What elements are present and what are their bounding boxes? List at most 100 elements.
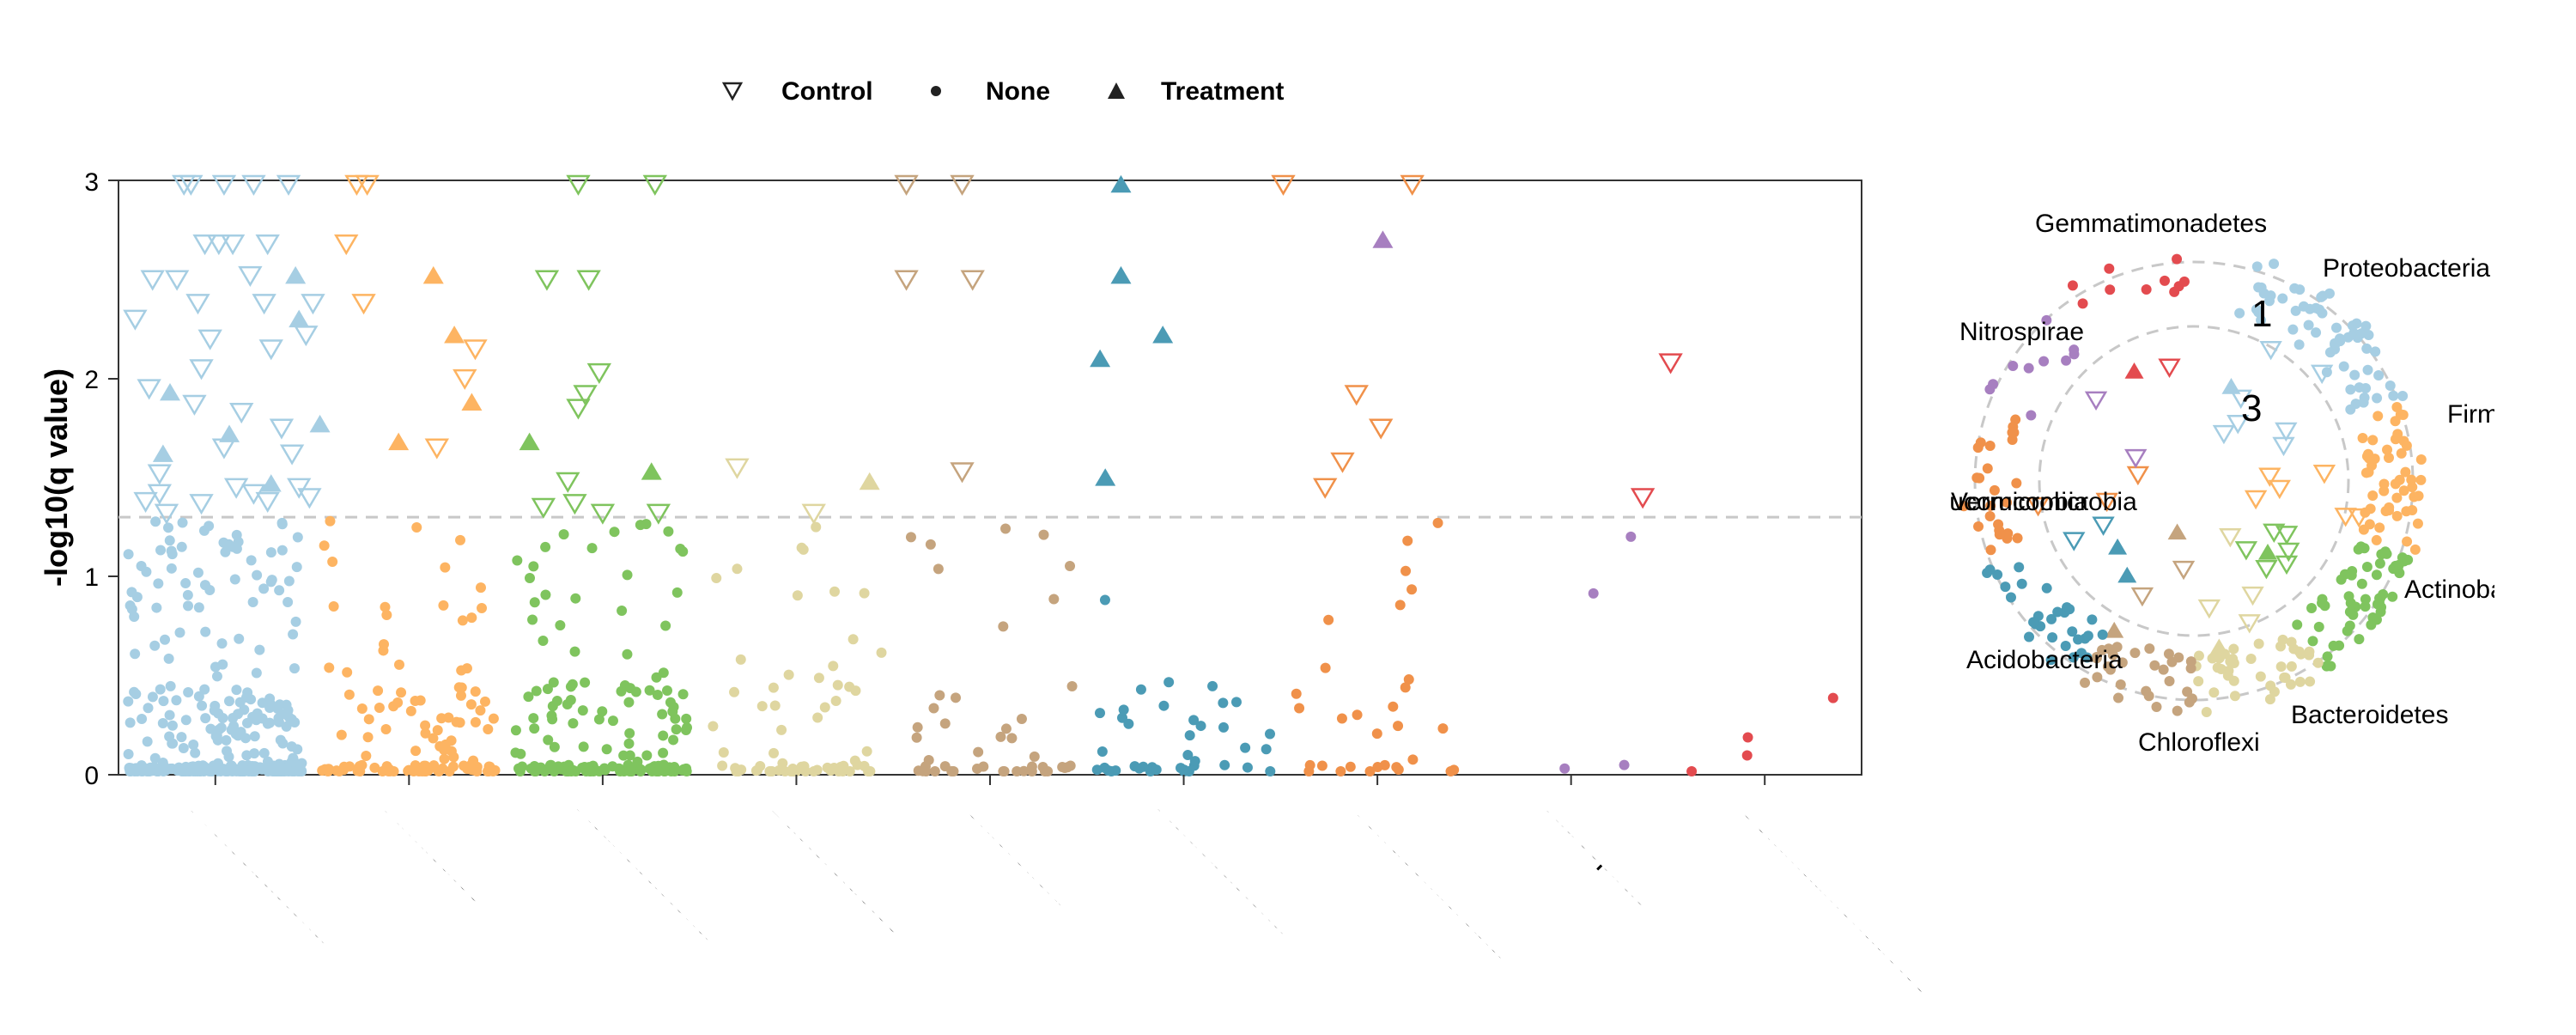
point-none [362, 732, 374, 743]
point-none [951, 692, 962, 703]
point-none [192, 567, 204, 578]
point-none [1388, 701, 1399, 712]
point-none [380, 601, 391, 612]
point-none [420, 720, 431, 731]
point-control [287, 478, 312, 499]
point-control [154, 503, 179, 525]
circ-point-none [2360, 594, 2371, 605]
circ-point-none [2321, 661, 2332, 672]
point-control [801, 503, 826, 525]
point-none [173, 762, 185, 773]
point-none [453, 682, 465, 693]
point-none [524, 572, 535, 583]
circ-point-control [2263, 523, 2286, 544]
point-none [420, 728, 431, 739]
legend-treatment-marker [1108, 82, 1125, 99]
legend-none-label: None [986, 77, 1050, 106]
point-none [1097, 746, 1108, 758]
point-control [894, 270, 919, 291]
circ-point-none [2002, 496, 2013, 508]
circ-point-none [2064, 604, 2075, 615]
point-none [569, 646, 580, 657]
point-none [999, 766, 1010, 776]
circ-point-none [2117, 657, 2128, 668]
point-none [477, 602, 488, 613]
point-none [555, 620, 566, 631]
point-none [1741, 750, 1753, 761]
circ-point-none [2229, 691, 2240, 702]
point-none [905, 532, 916, 543]
point-none [1189, 756, 1200, 767]
point-none [380, 723, 392, 734]
point-none [231, 543, 242, 554]
point-none [671, 587, 683, 598]
circ-point-control [2275, 526, 2299, 545]
circ-point-treatment [2257, 543, 2277, 560]
non-significant-points [123, 515, 1838, 776]
circ-point-none [2380, 546, 2391, 557]
x-tick-label: Firmicutes [379, 791, 497, 910]
point-treatment [859, 472, 880, 490]
point-none [246, 555, 257, 566]
ring-label-1: 1 [2251, 293, 2272, 335]
circ-point-none [2193, 650, 2204, 661]
point-control [344, 174, 369, 196]
point-none [254, 644, 265, 655]
circ-point-none [2275, 641, 2287, 652]
point-none [162, 522, 173, 533]
circ-point-control [2334, 508, 2357, 527]
point-control [1344, 385, 1369, 406]
point-none [249, 731, 260, 742]
point-none [1158, 700, 1170, 711]
point-none [1094, 708, 1105, 719]
point-none [125, 600, 136, 612]
point-none [229, 574, 240, 585]
circ-point-none [2000, 581, 2011, 593]
circ-point-none [2172, 705, 2183, 716]
x-tick-label: Acidobacteria [1153, 791, 1302, 940]
point-none [178, 742, 189, 753]
circ-point-none [2346, 569, 2357, 581]
circ-point-none [1973, 521, 1984, 532]
point-control [172, 174, 197, 196]
point-none [769, 700, 781, 711]
point-none [276, 519, 288, 530]
point-none [167, 549, 178, 560]
circ-point-none [2269, 686, 2280, 697]
point-none [292, 532, 303, 543]
point-control [211, 174, 237, 196]
point-none [624, 728, 635, 739]
point-none [273, 716, 284, 728]
circ-point-none [2363, 453, 2374, 464]
point-none [1588, 588, 1599, 599]
point-none [446, 735, 457, 746]
point-none [204, 521, 215, 532]
point-none [549, 741, 560, 752]
point-none [1265, 766, 1276, 776]
point-none [291, 562, 302, 573]
point-none [1686, 766, 1698, 776]
point-control [534, 270, 560, 291]
point-treatment [388, 432, 410, 451]
point-none [182, 589, 193, 600]
point-none [130, 648, 141, 660]
point-none [934, 690, 945, 701]
circ-point-control [2238, 614, 2261, 634]
point-none [669, 761, 680, 772]
point-none [1218, 697, 1229, 709]
point-treatment [1110, 265, 1132, 284]
circ-point-none [2069, 344, 2080, 356]
point-none [768, 682, 779, 693]
circ-label-bacteroidetes: Bacteroidetes [2291, 701, 2448, 729]
point-treatment [1372, 230, 1394, 248]
point-none [1294, 703, 1305, 714]
point-none [204, 766, 215, 776]
point-control [424, 438, 449, 460]
circ-point-none [2307, 636, 2318, 647]
point-none [1619, 759, 1630, 770]
circ-point-none [2367, 435, 2379, 446]
point-none [597, 706, 608, 717]
circ-point-none [2081, 652, 2093, 663]
circ-point-none [1989, 484, 2000, 496]
circ-point-none [2407, 482, 2418, 493]
